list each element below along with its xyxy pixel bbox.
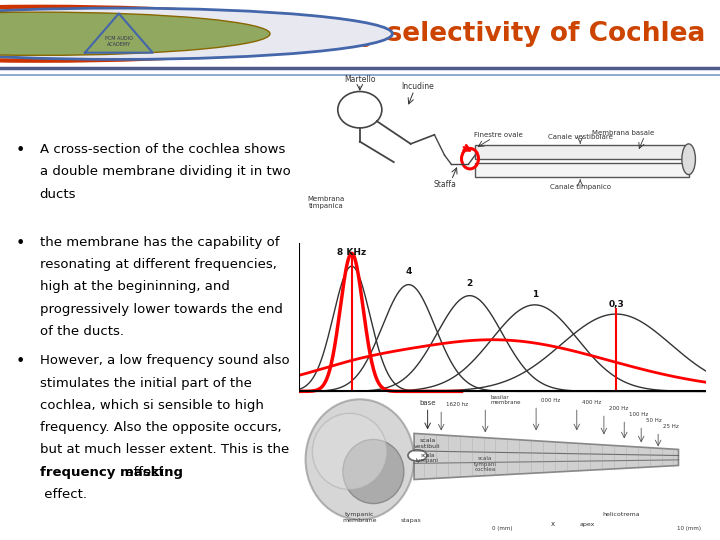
Ellipse shape	[305, 399, 414, 519]
Text: However, a low frequency sound also: However, a low frequency sound also	[40, 354, 289, 367]
Text: 400 Hz: 400 Hz	[582, 400, 601, 406]
Ellipse shape	[682, 144, 696, 174]
Text: Membrana basale: Membrana basale	[593, 130, 654, 136]
Circle shape	[408, 450, 427, 461]
Text: scala
tympani
cochlea: scala tympani cochlea	[474, 456, 497, 472]
Text: base: base	[419, 400, 436, 406]
Text: 10 (mm): 10 (mm)	[677, 525, 701, 531]
Circle shape	[0, 6, 328, 60]
Text: the membrane has the capability of: the membrane has the capability of	[40, 236, 279, 249]
Text: 25 Hz: 25 Hz	[663, 424, 679, 429]
Text: scala
tympani: scala tympani	[416, 453, 439, 463]
Text: •: •	[16, 236, 25, 251]
Ellipse shape	[312, 413, 387, 490]
Text: high at the begininning, and: high at the begininning, and	[40, 280, 230, 293]
Text: effect.: effect.	[121, 465, 168, 478]
Text: 200 Hz: 200 Hz	[609, 406, 629, 411]
Text: a double membrane dividing it in two: a double membrane dividing it in two	[40, 165, 290, 178]
Text: stapas: stapas	[400, 518, 421, 523]
Text: of the ducts.: of the ducts.	[40, 325, 124, 338]
Text: tympanic
membrane: tympanic membrane	[343, 512, 377, 523]
Text: 0,3: 0,3	[608, 300, 624, 309]
Bar	[475, 163, 688, 177]
Text: cochlea, which si sensible to high: cochlea, which si sensible to high	[40, 399, 264, 412]
Text: apex: apex	[580, 522, 595, 526]
Text: Canale vestibolare: Canale vestibolare	[548, 134, 613, 140]
Text: stimulates the initial part of the: stimulates the initial part of the	[40, 376, 251, 389]
Text: scala
vestibuli: scala vestibuli	[414, 438, 441, 449]
Text: 1: 1	[531, 289, 538, 299]
Text: progressively lower towards the end: progressively lower towards the end	[40, 303, 282, 316]
Text: 50 Hz: 50 Hz	[647, 418, 662, 423]
Text: effect.: effect.	[40, 488, 86, 501]
Text: 100 Hz: 100 Hz	[629, 413, 649, 417]
Text: 2: 2	[467, 279, 473, 288]
Polygon shape	[414, 434, 678, 480]
Text: basilar
membrane: basilar membrane	[490, 395, 521, 406]
Circle shape	[0, 12, 270, 56]
Circle shape	[0, 8, 392, 59]
Text: frequency masking: frequency masking	[40, 465, 183, 478]
Text: •: •	[16, 143, 25, 158]
Text: Staffa: Staffa	[433, 180, 456, 189]
Text: Incudine: Incudine	[401, 82, 434, 91]
Text: 1620 hz: 1620 hz	[446, 402, 469, 407]
Text: Membrana
timpanica: Membrana timpanica	[307, 195, 345, 208]
Text: •: •	[16, 354, 25, 369]
Text: PCM AUDIO
ACADEMY: PCM AUDIO ACADEMY	[105, 37, 132, 47]
Text: Finestre ovale: Finestre ovale	[474, 132, 523, 138]
Text: 0 (mm): 0 (mm)	[492, 525, 513, 531]
Bar	[475, 145, 688, 159]
Text: ducts: ducts	[40, 187, 76, 200]
Text: 8 KHz: 8 KHz	[337, 248, 366, 257]
Ellipse shape	[343, 440, 404, 504]
Text: Martello: Martello	[344, 76, 376, 84]
Text: resonating at different frequencies,: resonating at different frequencies,	[40, 258, 276, 271]
Text: A cross-section of the cochlea shows: A cross-section of the cochlea shows	[40, 143, 285, 156]
Text: x: x	[551, 521, 555, 526]
Text: 000 Hz: 000 Hz	[541, 399, 560, 403]
Text: Canale timpanico: Canale timpanico	[549, 184, 611, 191]
Text: helicotrema: helicotrema	[602, 511, 639, 517]
Text: Frequency selectivity of Cochlea: Frequency selectivity of Cochlea	[223, 21, 706, 47]
Text: but at much lesser extent. This is the: but at much lesser extent. This is the	[40, 443, 289, 456]
Text: 4: 4	[405, 267, 412, 275]
Text: frequency. Also the opposite occurs,: frequency. Also the opposite occurs,	[40, 421, 282, 434]
